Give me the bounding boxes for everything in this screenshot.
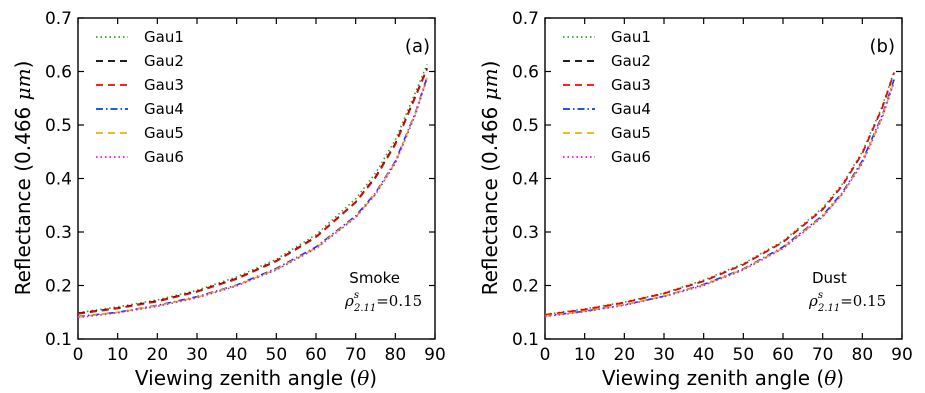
series-group xyxy=(77,64,428,319)
x-axis-label: Viewing zenith angle (θ) xyxy=(602,366,844,390)
x-tick-label: 20 xyxy=(147,345,169,365)
panel-label: (b) xyxy=(870,36,895,57)
legend-label-gau6: Gau6 xyxy=(611,148,651,166)
rho-subscript: 2.11 xyxy=(353,303,376,314)
y-tick-label: 0.3 xyxy=(512,223,539,243)
series-line-gau5 xyxy=(77,77,428,318)
y-tick-label: 0.5 xyxy=(512,116,539,136)
panel-label: (a) xyxy=(405,36,430,57)
x-tick-label: 10 xyxy=(574,345,596,365)
y-tick-label: 0.4 xyxy=(45,170,72,190)
x-axis-label-close: ) xyxy=(836,366,844,390)
x-axis-label-text: Viewing zenith angle ( xyxy=(135,366,357,390)
legend-label-gau2: Gau2 xyxy=(611,52,651,70)
y-axis-label-close: ) xyxy=(11,61,35,69)
x-tick-label: 40 xyxy=(226,345,248,365)
x-axis-label-symbol: θ xyxy=(357,366,369,390)
y-axis-label-unit: μm xyxy=(11,68,35,100)
annotation-param: ρs 2.11=0.15 xyxy=(808,290,886,314)
x-tick-label: 80 xyxy=(385,345,407,365)
tick-group: 0 10 20 30 40 50 60 70 80 90 0.1 0.2 0.3 0.4 0.5 0.6 0.7 xyxy=(512,9,913,365)
x-tick-label: 90 xyxy=(891,345,913,365)
plot-frame xyxy=(544,17,903,340)
y-tick-label: 0.7 xyxy=(512,9,539,29)
panel-b: 0 10 20 30 40 50 60 70 80 90 0.1 0.2 0.3 0.4 0.5 0.6 0.7… xyxy=(478,9,913,390)
x-tick-label: 50 xyxy=(733,345,755,365)
legend-label-gau6: Gau6 xyxy=(144,148,184,166)
y-tick-label: 0.2 xyxy=(512,277,539,297)
y-axis-label-text: Reflectance (0.466 xyxy=(478,100,502,295)
rho-superscript: s xyxy=(818,290,823,301)
x-tick-label: 80 xyxy=(852,345,874,365)
y-tick-label: 0.1 xyxy=(45,330,72,350)
x-tick-label: 60 xyxy=(305,345,327,365)
panel-a: 0 10 20 30 40 50 60 70 80 90 0.1 0.2 0.3 0.4 0.5 0.6 0.7… xyxy=(11,9,446,390)
legend-label-gau1: Gau1 xyxy=(611,28,651,46)
y-axis-label: Reflectance (0.466 μm) xyxy=(11,61,35,296)
x-tick-label: 40 xyxy=(693,345,715,365)
x-axis-label-symbol: θ xyxy=(824,366,836,390)
rho-symbol: ρ xyxy=(344,292,354,310)
legend: Gau1 Gau2 Gau3 Gau4 Gau5 Gau6 xyxy=(563,28,651,166)
x-tick-label: 70 xyxy=(812,345,834,365)
x-tick-label: 10 xyxy=(107,345,129,365)
x-tick-label: 0 xyxy=(73,345,84,365)
y-axis-label-unit: μm xyxy=(478,68,502,100)
series-line-gau3 xyxy=(77,69,428,315)
y-axis-label: Reflectance (0.466 μm) xyxy=(478,61,502,296)
y-axis-label-text: Reflectance (0.466 xyxy=(11,100,35,295)
x-tick-label: 20 xyxy=(614,345,636,365)
series-line-gau1 xyxy=(77,64,428,314)
rho-subscript: 2.11 xyxy=(817,303,840,314)
annotation-param: ρs 2.11=0.15 xyxy=(344,290,422,314)
legend-label-gau1: Gau1 xyxy=(144,28,184,46)
legend-label-gau3: Gau3 xyxy=(611,76,651,94)
x-tick-label: 30 xyxy=(186,345,208,365)
x-axis-label-text: Viewing zenith angle ( xyxy=(602,366,824,390)
x-tick-label: 90 xyxy=(424,345,446,365)
legend-label-gau3: Gau3 xyxy=(144,76,184,94)
x-tick-label: 50 xyxy=(266,345,288,365)
legend-label-gau5: Gau5 xyxy=(144,124,184,142)
plot-frame xyxy=(77,17,436,340)
annotation-name: Dust xyxy=(812,269,847,287)
y-tick-label: 0.1 xyxy=(512,330,539,350)
y-tick-label: 0.2 xyxy=(45,277,72,297)
y-tick-label: 0.3 xyxy=(45,223,72,243)
legend-label-gau4: Gau4 xyxy=(611,100,651,118)
rho-superscript: s xyxy=(354,290,359,301)
annotation-name: Smoke xyxy=(349,269,400,287)
x-tick-label: 0 xyxy=(540,345,551,365)
rho-value: =0.15 xyxy=(840,292,886,310)
x-tick-label: 60 xyxy=(772,345,794,365)
series-line-gau6 xyxy=(77,78,428,319)
tick-group: 0 10 20 30 40 50 60 70 80 90 0.1 0.2 0.3 0.4 0.5 0.6 0.7 xyxy=(45,9,446,365)
y-tick-label: 0.7 xyxy=(45,9,72,29)
legend-label-gau5: Gau5 xyxy=(611,124,651,142)
series-line-gau6 xyxy=(544,81,895,318)
y-axis-label-close: ) xyxy=(478,61,502,69)
legend-label-gau4: Gau4 xyxy=(144,100,184,118)
x-axis-label-close: ) xyxy=(369,366,377,390)
series-group xyxy=(544,71,895,318)
series-line-gau3 xyxy=(544,72,895,316)
legend-label-gau2: Gau2 xyxy=(144,52,184,70)
y-tick-label: 0.6 xyxy=(512,63,539,83)
y-tick-label: 0.4 xyxy=(512,170,539,190)
x-axis-label: Viewing zenith angle (θ) xyxy=(135,366,377,390)
y-tick-label: 0.6 xyxy=(45,63,72,83)
x-tick-label: 30 xyxy=(653,345,675,365)
y-tick-label: 0.5 xyxy=(45,116,72,136)
x-tick-label: 70 xyxy=(345,345,367,365)
legend: Gau1 Gau2 Gau3 Gau4 Gau5 Gau6 xyxy=(96,28,184,166)
rho-value: =0.15 xyxy=(376,292,422,310)
rho-symbol: ρ xyxy=(808,292,818,310)
